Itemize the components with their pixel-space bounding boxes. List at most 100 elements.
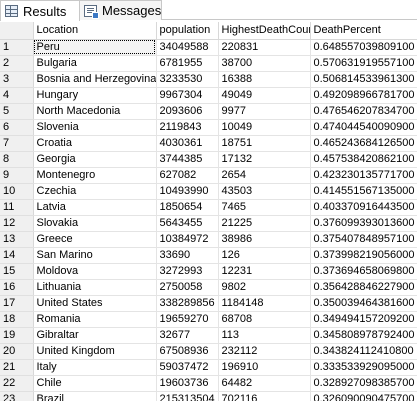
cell-location[interactable]: Moldova xyxy=(33,263,157,280)
table-row[interactable]: 18 Romania 19659270 68708 0.349494157209200 xyxy=(0,311,417,328)
row-number[interactable]: 22 xyxy=(0,375,34,392)
cell-population[interactable]: 215313504 xyxy=(156,391,219,401)
cell-death-percent[interactable]: 0.376099393013600 xyxy=(310,215,417,232)
cell-population[interactable]: 2093606 xyxy=(156,103,219,120)
cell-population[interactable]: 10493990 xyxy=(156,183,219,200)
tab-messages[interactable]: Messages xyxy=(80,0,162,20)
tab-results[interactable]: Results xyxy=(0,0,80,21)
results-grid[interactable]: Location population HighestDeathCount De… xyxy=(0,22,417,401)
row-number[interactable]: 12 xyxy=(0,215,34,232)
row-number[interactable]: 18 xyxy=(0,311,34,328)
cell-location[interactable]: Czechia xyxy=(33,183,157,200)
table-row[interactable]: 10 Czechia 10493990 43503 0.414551567135000 xyxy=(0,183,417,200)
cell-highest-death-count[interactable]: 9802 xyxy=(218,279,311,296)
row-number[interactable]: 1 xyxy=(0,39,34,56)
cell-location[interactable]: United States xyxy=(33,295,157,312)
cell-population[interactable]: 19659270 xyxy=(156,311,219,328)
cell-highest-death-count[interactable]: 113 xyxy=(218,327,311,344)
cell-population[interactable]: 2119843 xyxy=(156,119,219,136)
table-row[interactable]: 23 Brazil 215313504 702116 0.326090090475700 xyxy=(0,391,417,401)
cell-death-percent[interactable]: 0.343824112410800 xyxy=(310,343,417,360)
cell-location[interactable]: Slovakia xyxy=(33,215,157,232)
row-number[interactable]: 8 xyxy=(0,151,34,168)
cell-location[interactable]: Chile xyxy=(33,375,157,392)
cell-population[interactable]: 10384972 xyxy=(156,231,219,248)
cell-death-percent[interactable]: 0.403370916443500 xyxy=(310,199,417,216)
cell-location[interactable]: Montenegro xyxy=(33,167,157,184)
cell-death-percent[interactable]: 0.326090090475700 xyxy=(310,391,417,401)
cell-location[interactable]: Georgia xyxy=(33,151,157,168)
cell-location[interactable]: North Macedonia xyxy=(33,103,157,120)
row-number[interactable]: 15 xyxy=(0,263,34,280)
cell-death-percent[interactable]: 0.423230135771700 xyxy=(310,167,417,184)
table-row[interactable]: 3 Bosnia and Herzegovina 3233530 16388 0.506… xyxy=(0,71,417,88)
cell-population[interactable]: 32677 xyxy=(156,327,219,344)
cell-location[interactable]: Latvia xyxy=(33,199,157,216)
cell-location[interactable]: Hungary xyxy=(33,87,157,104)
cell-population[interactable]: 33690 xyxy=(156,247,219,264)
table-row[interactable]: 8 Georgia 3744385 17132 0.457538420862100 xyxy=(0,151,417,168)
row-number[interactable]: 19 xyxy=(0,327,34,344)
cell-death-percent[interactable]: 0.474044540090900 xyxy=(310,119,417,136)
table-row[interactable]: 5 North Macedonia 2093606 9977 0.47654620783… xyxy=(0,103,417,120)
table-row[interactable]: 13 Greece 10384972 38986 0.375407848957100 xyxy=(0,231,417,248)
cell-population[interactable]: 3233530 xyxy=(156,71,219,88)
row-number[interactable]: 20 xyxy=(0,343,34,360)
cell-highest-death-count[interactable]: 17132 xyxy=(218,151,311,168)
cell-location[interactable]: Lithuania xyxy=(33,279,157,296)
row-number[interactable]: 2 xyxy=(0,55,34,72)
table-row[interactable]: 12 Slovakia 5643455 21225 0.376099393013600 xyxy=(0,215,417,232)
cell-death-percent[interactable]: 0.492098966781700 xyxy=(310,87,417,104)
cell-population[interactable]: 2750058 xyxy=(156,279,219,296)
table-row[interactable]: 11 Latvia 1850654 7465 0.403370916443500 xyxy=(0,199,417,216)
cell-population[interactable]: 6781955 xyxy=(156,55,219,72)
row-number[interactable]: 4 xyxy=(0,87,34,104)
table-row[interactable]: 22 Chile 19603736 64482 0.328927098385700 xyxy=(0,375,417,392)
cell-location[interactable]: Croatia xyxy=(33,135,157,152)
cell-death-percent[interactable]: 0.414551567135000 xyxy=(310,183,417,200)
cell-death-percent[interactable]: 0.570631919557100 xyxy=(310,55,417,72)
row-number[interactable]: 7 xyxy=(0,135,34,152)
row-number[interactable]: 14 xyxy=(0,247,34,264)
cell-location[interactable]: Bosnia and Herzegovina xyxy=(33,71,157,88)
cell-highest-death-count[interactable]: 232112 xyxy=(218,343,311,360)
column-header-location[interactable]: Location xyxy=(33,22,157,40)
row-number[interactable]: 3 xyxy=(0,71,34,88)
column-header-highest-death-count[interactable]: HighestDeathCount xyxy=(218,22,311,40)
cell-death-percent[interactable]: 0.333533929095000 xyxy=(310,359,417,376)
cell-population[interactable]: 3272993 xyxy=(156,263,219,280)
table-row[interactable]: 9 Montenegro 627082 2654 0.423230135771700 xyxy=(0,167,417,184)
cell-population[interactable]: 338289856 xyxy=(156,295,219,312)
table-row[interactable]: 19 Gibraltar 32677 113 0.345808978792400 xyxy=(0,327,417,344)
cell-highest-death-count[interactable]: 702116 xyxy=(218,391,311,401)
cell-death-percent[interactable]: 0.373998219056000 xyxy=(310,247,417,264)
cell-death-percent[interactable]: 0.356428846227900 xyxy=(310,279,417,296)
cell-population[interactable]: 34049588 xyxy=(156,39,219,56)
cell-location[interactable]: Gibraltar xyxy=(33,327,157,344)
cell-population[interactable]: 1850654 xyxy=(156,199,219,216)
cell-highest-death-count[interactable]: 10049 xyxy=(218,119,311,136)
cell-location[interactable]: Peru xyxy=(33,39,157,56)
cell-highest-death-count[interactable]: 18751 xyxy=(218,135,311,152)
cell-population[interactable]: 627082 xyxy=(156,167,219,184)
row-number[interactable]: 5 xyxy=(0,103,34,120)
cell-location[interactable]: San Marino xyxy=(33,247,157,264)
table-row[interactable]: 7 Croatia 4030361 18751 0.465243684126500 xyxy=(0,135,417,152)
column-header-population[interactable]: population xyxy=(156,22,219,40)
row-number[interactable]: 9 xyxy=(0,167,34,184)
cell-location[interactable]: Slovenia xyxy=(33,119,157,136)
cell-population[interactable]: 3744385 xyxy=(156,151,219,168)
row-number[interactable]: 10 xyxy=(0,183,34,200)
table-row[interactable]: 20 United Kingdom 67508936 232112 0.34382411… xyxy=(0,343,417,360)
cell-highest-death-count[interactable]: 12231 xyxy=(218,263,311,280)
cell-highest-death-count[interactable]: 16388 xyxy=(218,71,311,88)
cell-highest-death-count[interactable]: 196910 xyxy=(218,359,311,376)
table-row[interactable]: 4 Hungary 9967304 49049 0.492098966781700 xyxy=(0,87,417,104)
cell-population[interactable]: 19603736 xyxy=(156,375,219,392)
cell-highest-death-count[interactable]: 38700 xyxy=(218,55,311,72)
cell-location[interactable]: Bulgaria xyxy=(33,55,157,72)
row-number[interactable]: 16 xyxy=(0,279,34,296)
cell-highest-death-count[interactable]: 220831 xyxy=(218,39,311,56)
cell-highest-death-count[interactable]: 9977 xyxy=(218,103,311,120)
cell-death-percent[interactable]: 0.476546207834700 xyxy=(310,103,417,120)
